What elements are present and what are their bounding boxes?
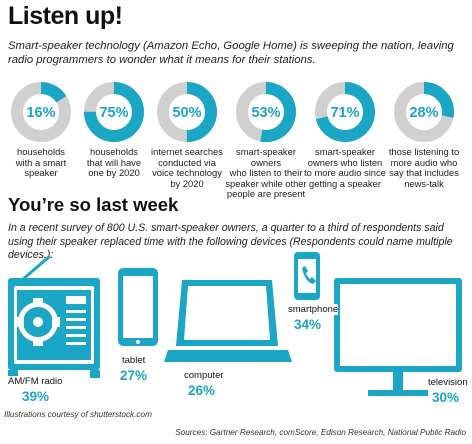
donut-chart: 75% (84, 82, 144, 142)
tablet-icon (118, 268, 158, 346)
device-percent: 27% (120, 368, 148, 383)
source-note: Sources: Gartner Research, comScore, Edi… (175, 428, 466, 437)
donut-chart: 71% (315, 82, 375, 142)
donut-slice (236, 82, 296, 142)
device-percent: 39% (22, 389, 50, 404)
device-canvas (8, 252, 462, 396)
page-title: Listen up! (8, 2, 123, 30)
donut-slice (84, 82, 144, 142)
device-name: television (428, 377, 468, 388)
device-name: computer (184, 370, 224, 381)
donut-slice (315, 82, 375, 142)
television-icon (334, 278, 462, 396)
device-name: smartphone (288, 304, 339, 315)
device-percent: 34% (294, 317, 322, 332)
device-name: tablet (122, 355, 146, 366)
donut-slice (11, 82, 71, 142)
donut-caption: households with a smart speaker (15, 146, 67, 179)
donut-value-label: 75% (99, 105, 128, 121)
donut-chart-canvas: 16% 75% 50% 53% 71% 28% (11, 82, 454, 142)
laptop-icon (164, 280, 292, 362)
donut-value-label: 16% (26, 105, 55, 121)
donut-charts: 16% 75% 50% 53% 71% 28% households with a smar… (0, 0, 472, 200)
donut-value-label: 53% (251, 105, 280, 121)
donut-slice (394, 82, 454, 142)
intro-text: Smart-speaker technology (Amazon Echo, G… (8, 40, 454, 66)
donut-value-label: 71% (330, 105, 359, 121)
device-percent: 26% (188, 383, 216, 398)
donut-value-label: 50% (172, 105, 201, 121)
donut-caption: smart-speaker owners who listen to their s… (225, 146, 307, 200)
donut-caption: internet searches conducted via voice tech… (151, 146, 223, 189)
donut-caption: smart-speaker owners who listen to more au… (304, 146, 386, 189)
device-percent: 30% (432, 390, 460, 405)
donut-chart: 28% (394, 82, 454, 142)
donut-chart: 53% (236, 82, 296, 142)
section-title: You’re so last week (8, 194, 179, 215)
radio-icon (8, 254, 100, 378)
device-illustrations (0, 250, 472, 430)
donut-value-label: 28% (409, 105, 438, 121)
device-name: AM/FM radio (8, 376, 63, 387)
donut-caption: households that will have one by 2020 (86, 146, 142, 179)
smartphone-icon (294, 252, 320, 300)
donut-caption: those listening to more audio who say that… (388, 146, 460, 189)
section-intro: In a recent survey of 800 U.S. smart-spe… (8, 222, 453, 261)
donut-chart: 16% (11, 82, 71, 142)
donut-slice (157, 82, 217, 142)
illustration-credit: Illustrations courtesy of shutterstock.c… (4, 410, 152, 419)
donut-chart: 50% (157, 82, 217, 142)
